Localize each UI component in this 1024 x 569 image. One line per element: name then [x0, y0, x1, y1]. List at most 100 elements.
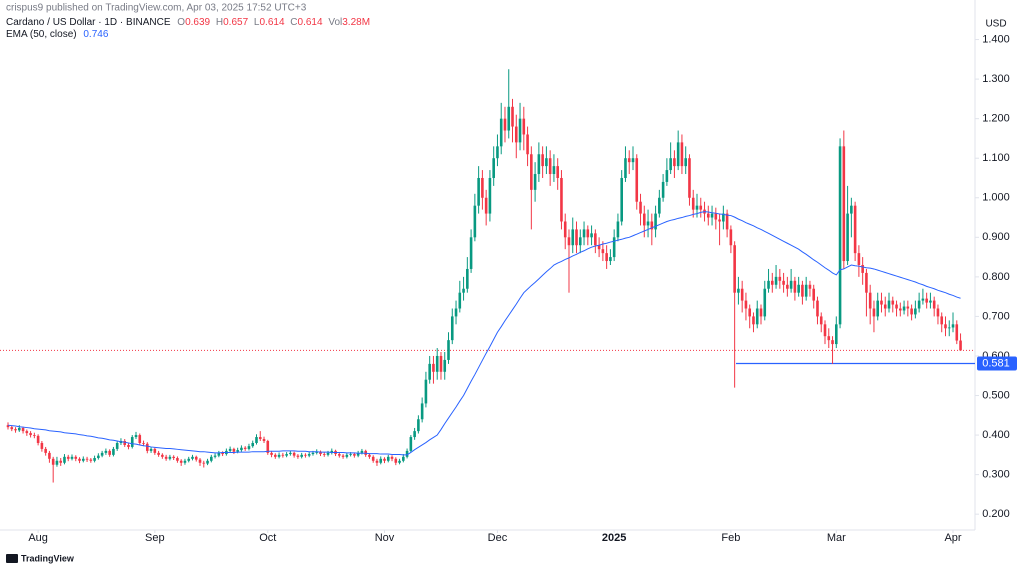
- candle-body: [93, 458, 96, 461]
- y-tick-label: 0.300: [982, 469, 1010, 481]
- brand-name: TradingView: [21, 553, 75, 563]
- candle-body: [134, 435, 138, 438]
- candle-body: [932, 300, 936, 309]
- y-tick-label: 1.300: [982, 73, 1010, 85]
- candle-body: [368, 454, 371, 457]
- x-tick-label: 2025: [602, 532, 626, 544]
- candle-body: [130, 437, 134, 447]
- candle-body: [605, 253, 608, 262]
- candle-body: [684, 158, 687, 167]
- candle-body: [33, 435, 36, 436]
- candle-body: [578, 237, 582, 246]
- candle-body: [243, 447, 247, 449]
- candle-body: [353, 454, 356, 456]
- candle-body: [176, 458, 179, 461]
- candle-body: [221, 452, 224, 455]
- candle-body: [594, 233, 597, 246]
- candle-body: [213, 455, 217, 457]
- candle-body: [899, 308, 902, 311]
- candle-body: [292, 452, 296, 456]
- candle-body: [492, 158, 495, 178]
- candle-body: [819, 316, 823, 325]
- x-tick-label: Dec: [488, 532, 508, 544]
- candle-body: [454, 308, 458, 317]
- candle-body: [25, 431, 29, 434]
- candle-body: [469, 237, 473, 269]
- candle-body: [443, 359, 447, 372]
- candle-body: [616, 221, 620, 238]
- candle-body: [386, 456, 390, 461]
- candle-body: [601, 249, 605, 254]
- candle-body: [496, 146, 499, 159]
- ohlc-value: 0.639: [185, 17, 210, 28]
- candle-body: [770, 280, 774, 285]
- candle-body: [51, 458, 55, 465]
- ohlc-value: 0.614: [298, 17, 323, 28]
- candle-body: [710, 213, 714, 218]
- candle-body: [548, 158, 552, 175]
- candle-body: [729, 229, 733, 246]
- candle-body: [82, 458, 85, 461]
- candle-body: [612, 237, 616, 258]
- candle-body: [304, 454, 307, 456]
- candle-body: [85, 458, 89, 460]
- candle-body: [484, 197, 488, 214]
- candle-body: [70, 456, 74, 459]
- candle-body: [503, 118, 507, 131]
- candle-body: [322, 454, 326, 455]
- candle-body: [914, 308, 917, 315]
- candle-body: [232, 448, 236, 452]
- candle-body: [164, 456, 168, 459]
- candle-body: [748, 308, 752, 317]
- candle-body: [755, 308, 759, 325]
- candle-body: [530, 154, 533, 190]
- candle-body: [680, 142, 684, 167]
- y-tick-label: 1.400: [982, 33, 1010, 45]
- y-tick-label: 0.400: [982, 429, 1010, 441]
- candle-body: [115, 442, 119, 449]
- candle-body: [390, 456, 394, 459]
- candle-body: [883, 304, 887, 309]
- candle-body: [488, 177, 492, 214]
- candle-body: [665, 170, 669, 182]
- candle-body: [179, 460, 183, 463]
- ohlc-letter: O: [177, 17, 185, 28]
- candle-body: [801, 284, 804, 297]
- candle-body: [127, 444, 130, 447]
- candle-body: [142, 442, 145, 444]
- candle-body: [277, 454, 281, 457]
- candle-body: [518, 118, 522, 143]
- candle-body: [609, 257, 612, 262]
- candle-body: [767, 280, 770, 289]
- candle-body: [146, 443, 149, 451]
- candle-body: [812, 288, 816, 301]
- ohlc-letter: H: [216, 17, 223, 28]
- candle-body: [289, 452, 292, 455]
- candle-body: [447, 340, 450, 360]
- ema-line: [7, 211, 961, 456]
- candle-body: [55, 460, 59, 465]
- candle-body: [375, 460, 379, 463]
- candle-body: [247, 446, 251, 449]
- candle-body: [262, 439, 266, 442]
- candle-body: [744, 300, 748, 309]
- candle-body: [797, 284, 800, 293]
- candle-body: [157, 452, 160, 455]
- candle-body: [910, 308, 913, 315]
- candle-body: [944, 324, 947, 329]
- y-tick-label: 0.500: [982, 389, 1010, 401]
- candle-body: [48, 452, 51, 459]
- candle-body: [763, 288, 767, 317]
- candle-body: [835, 324, 838, 345]
- candle-body: [691, 197, 695, 210]
- candle-body: [895, 304, 898, 309]
- candle-body: [947, 327, 951, 329]
- y-tick-label: 0.200: [982, 508, 1010, 520]
- candle-body: [936, 308, 940, 317]
- candle-body: [733, 245, 736, 293]
- candle-body: [206, 460, 209, 464]
- candle-body: [311, 452, 315, 455]
- candle-body: [409, 437, 413, 451]
- candle-body: [74, 456, 78, 459]
